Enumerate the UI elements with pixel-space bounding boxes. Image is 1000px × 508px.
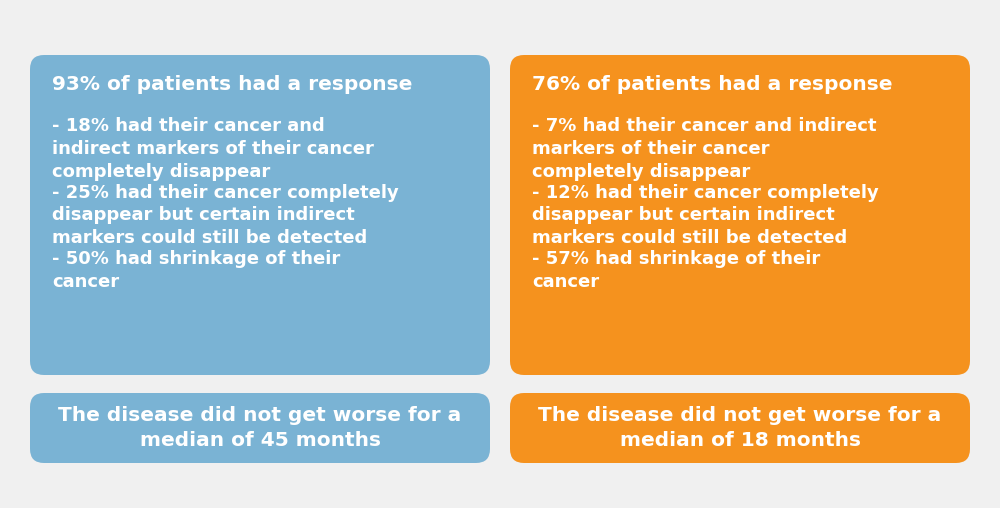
FancyBboxPatch shape (510, 393, 970, 463)
Text: 93% of patients had a response: 93% of patients had a response (52, 75, 412, 94)
Text: 76% of patients had a response: 76% of patients had a response (532, 75, 893, 94)
Text: The disease did not get worse for a
median of 18 months: The disease did not get worse for a medi… (538, 406, 942, 450)
Text: - 18% had their cancer and
indirect markers of their cancer
completely disappear: - 18% had their cancer and indirect mark… (52, 117, 374, 181)
Text: - 50% had shrinkage of their
cancer: - 50% had shrinkage of their cancer (52, 250, 340, 291)
Text: - 7% had their cancer and indirect
markers of their cancer
completely disappear: - 7% had their cancer and indirect marke… (532, 117, 876, 181)
Text: - 57% had shrinkage of their
cancer: - 57% had shrinkage of their cancer (532, 250, 820, 291)
Text: The disease did not get worse for a
median of 45 months: The disease did not get worse for a medi… (58, 406, 462, 450)
FancyBboxPatch shape (30, 55, 490, 375)
Text: - 12% had their cancer completely
disappear but certain indirect
markers could s: - 12% had their cancer completely disapp… (532, 183, 879, 247)
Text: - 25% had their cancer completely
disappear but certain indirect
markers could s: - 25% had their cancer completely disapp… (52, 183, 399, 247)
FancyBboxPatch shape (510, 55, 970, 375)
FancyBboxPatch shape (30, 393, 490, 463)
